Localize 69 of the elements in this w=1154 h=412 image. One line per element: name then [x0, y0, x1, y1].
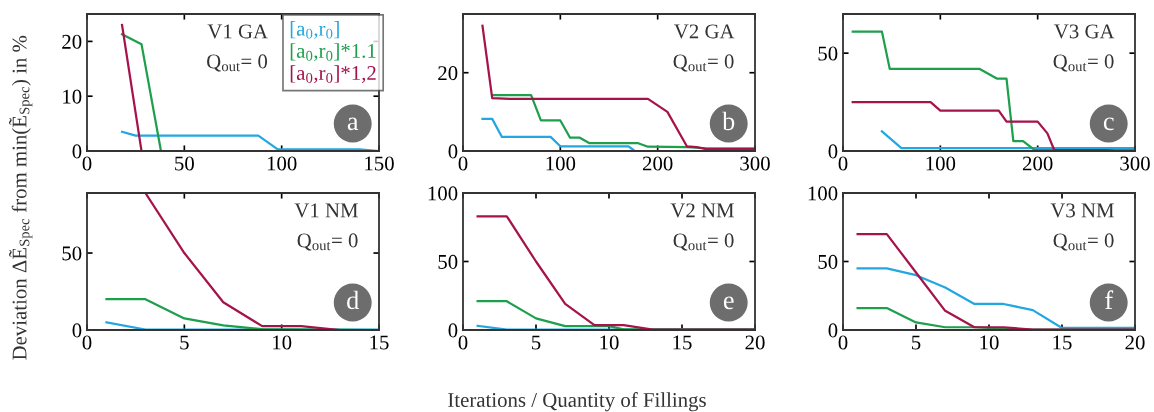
- annotation: V1 NM: [294, 203, 358, 218]
- text: [a$_{0}$,r$_{0}$]*1,2: [290, 65, 376, 84]
- x-tick-label: 0: [458, 335, 468, 350]
- annotation: V3 GA: [1054, 24, 1115, 39]
- x-tick-label: 0: [838, 335, 848, 350]
- annotation: e: [723, 296, 734, 310]
- x-tick-label: 15: [673, 335, 692, 350]
- x-axis-title: Iterations / Quantity of Fillings: [448, 392, 706, 412]
- y-tick-label: 0: [448, 144, 458, 159]
- x-tick-label: 15: [370, 335, 389, 350]
- line-series: [856, 267, 1135, 330]
- annotation: b: [722, 111, 735, 131]
- annotation: Q$_{out}$= 0: [207, 54, 268, 72]
- x-tick-label: 10: [273, 335, 292, 350]
- x-tick-label: 20: [745, 335, 765, 350]
- line-series: [856, 232, 1135, 330]
- x-tick-label: 15: [1053, 335, 1072, 350]
- x-tick-label: 100: [926, 156, 956, 171]
- annotation: Q$_{out}$= 0: [297, 233, 358, 251]
- annotation: Q$_{out}$= 0: [673, 54, 734, 72]
- y-tick-label: 0: [828, 323, 838, 338]
- annotation: V1 GA: [207, 24, 268, 39]
- annotation: d: [347, 290, 359, 310]
- x-tick-label: 50: [175, 156, 194, 171]
- annotation: Q$_{out}$= 0: [1053, 233, 1114, 251]
- x-tick-label: 0: [838, 156, 848, 171]
- y-tick-label: 100: [808, 186, 838, 201]
- annotation: f: [1105, 290, 1114, 309]
- y-tick-label: 50: [62, 246, 82, 261]
- line-series: [481, 117, 635, 151]
- y-tick-label: 10: [63, 89, 82, 104]
- annotation: a: [347, 117, 359, 131]
- x-tick-label: 0: [458, 156, 468, 171]
- annotation: V2 GA: [674, 24, 735, 39]
- x-tick-label: 0: [82, 335, 92, 350]
- x-tick-label: 5: [180, 335, 189, 350]
- y-tick-label: 0: [72, 144, 82, 159]
- x-tick-label: 5: [912, 335, 921, 350]
- y-axis-title: Deviation ΔẼ$_{Spec}$ from min(Ẽ$_{Spec}$) in %: [9, 35, 33, 360]
- y-tick-label: 0: [448, 323, 458, 338]
- x-tick-label: 20: [1125, 335, 1145, 350]
- y-tick-label: 50: [818, 254, 838, 269]
- y-tick-label: 20: [62, 34, 82, 49]
- annotation: Q$_{out}$= 0: [673, 233, 734, 251]
- x-tick-label: 150: [365, 156, 394, 171]
- y-tick-label: 50: [818, 46, 838, 61]
- annotation: c: [1103, 117, 1114, 131]
- y-tick-label: 0: [828, 144, 838, 159]
- x-tick-label: 10: [600, 335, 619, 350]
- y-tick-label: 20: [438, 66, 458, 81]
- text: [a$_{0}$,r$_{0}$]: [290, 21, 339, 39]
- x-tick-label: 0: [82, 156, 92, 171]
- line-series: [481, 24, 755, 151]
- x-tick-label: 5: [532, 335, 541, 350]
- x-tick-label: 100: [546, 156, 576, 171]
- y-tick-label: 0: [72, 323, 82, 338]
- annotation: V2 NM: [670, 203, 734, 218]
- x-tick-label: 300: [1120, 156, 1150, 171]
- line-series: [491, 93, 755, 150]
- y-tick-label: 100: [428, 186, 458, 201]
- annotation: V3 NM: [1050, 203, 1114, 218]
- x-tick-label: 10: [980, 335, 999, 350]
- annotation: Q$_{out}$= 0: [1053, 54, 1114, 72]
- x-tick-label: 200: [1022, 156, 1053, 171]
- y-tick-label: 50: [438, 254, 458, 269]
- x-tick-label: 200: [642, 156, 673, 171]
- text: [a$_{0}$,r$_{0}$]*1.1: [290, 43, 376, 61]
- x-tick-label: 300: [740, 156, 770, 171]
- x-tick-label: 100: [267, 156, 297, 171]
